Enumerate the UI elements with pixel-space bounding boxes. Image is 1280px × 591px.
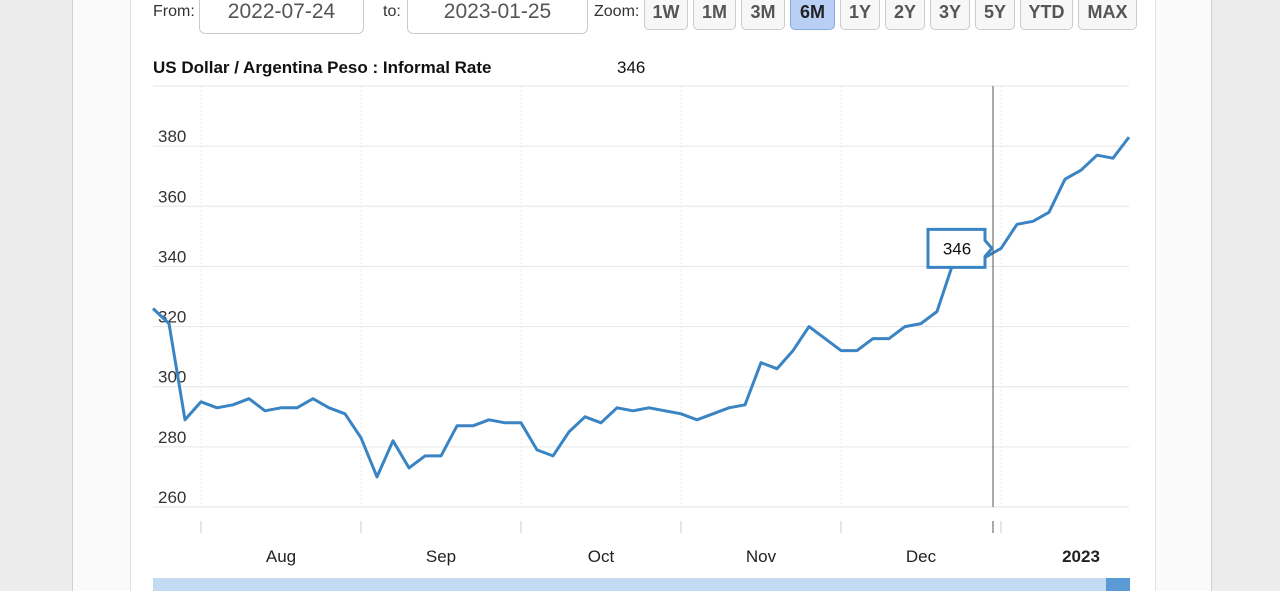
to-input[interactable]: 2023-01-25: [407, 0, 588, 34]
y-tick-label: 380: [158, 127, 186, 146]
zoom-label: Zoom:: [594, 3, 640, 20]
line-series: [151, 136, 1131, 479]
from-label: From:: [153, 3, 195, 20]
zoom-button[interactable]: 2Y: [885, 0, 925, 30]
x-tick-label: 2023: [1062, 547, 1100, 566]
zoom-button[interactable]: MAX: [1078, 0, 1137, 30]
x-tick-label: Dec: [906, 547, 937, 566]
x-tick-label: Oct: [588, 547, 615, 566]
y-tick-label: 340: [158, 247, 186, 266]
tooltip-box: [926, 227, 994, 269]
zoom-button[interactable]: 6M: [790, 0, 835, 30]
chart-title: US Dollar / Argentina Peso : Informal Ra…: [153, 58, 492, 77]
y-tick-label: 360: [158, 187, 186, 206]
zoom-button[interactable]: 1M: [693, 0, 736, 30]
x-tick-label: Sep: [426, 547, 456, 566]
x-tick-label: Aug: [266, 547, 296, 566]
navigator-handle[interactable]: [1106, 578, 1130, 591]
from-input[interactable]: 2022-07-24: [199, 0, 364, 34]
chart-container: [130, 0, 1156, 591]
navigator[interactable]: [153, 578, 1130, 591]
y-tick-label: 300: [158, 368, 186, 387]
hover-value: 346: [617, 58, 645, 77]
zoom-button[interactable]: 3Y: [930, 0, 970, 30]
to-label: to:: [383, 3, 401, 20]
y-tick-label: 280: [158, 428, 186, 447]
zoom-button[interactable]: 1W: [644, 0, 688, 30]
zoom-button[interactable]: 1Y: [840, 0, 880, 30]
tooltip-value: 346: [943, 239, 971, 258]
zoom-button[interactable]: YTD: [1020, 0, 1073, 30]
y-tick-label: 260: [158, 488, 186, 507]
x-tick-label: Nov: [746, 547, 777, 566]
zoom-button[interactable]: 5Y: [975, 0, 1015, 30]
zoom-button[interactable]: 3M: [741, 0, 785, 30]
